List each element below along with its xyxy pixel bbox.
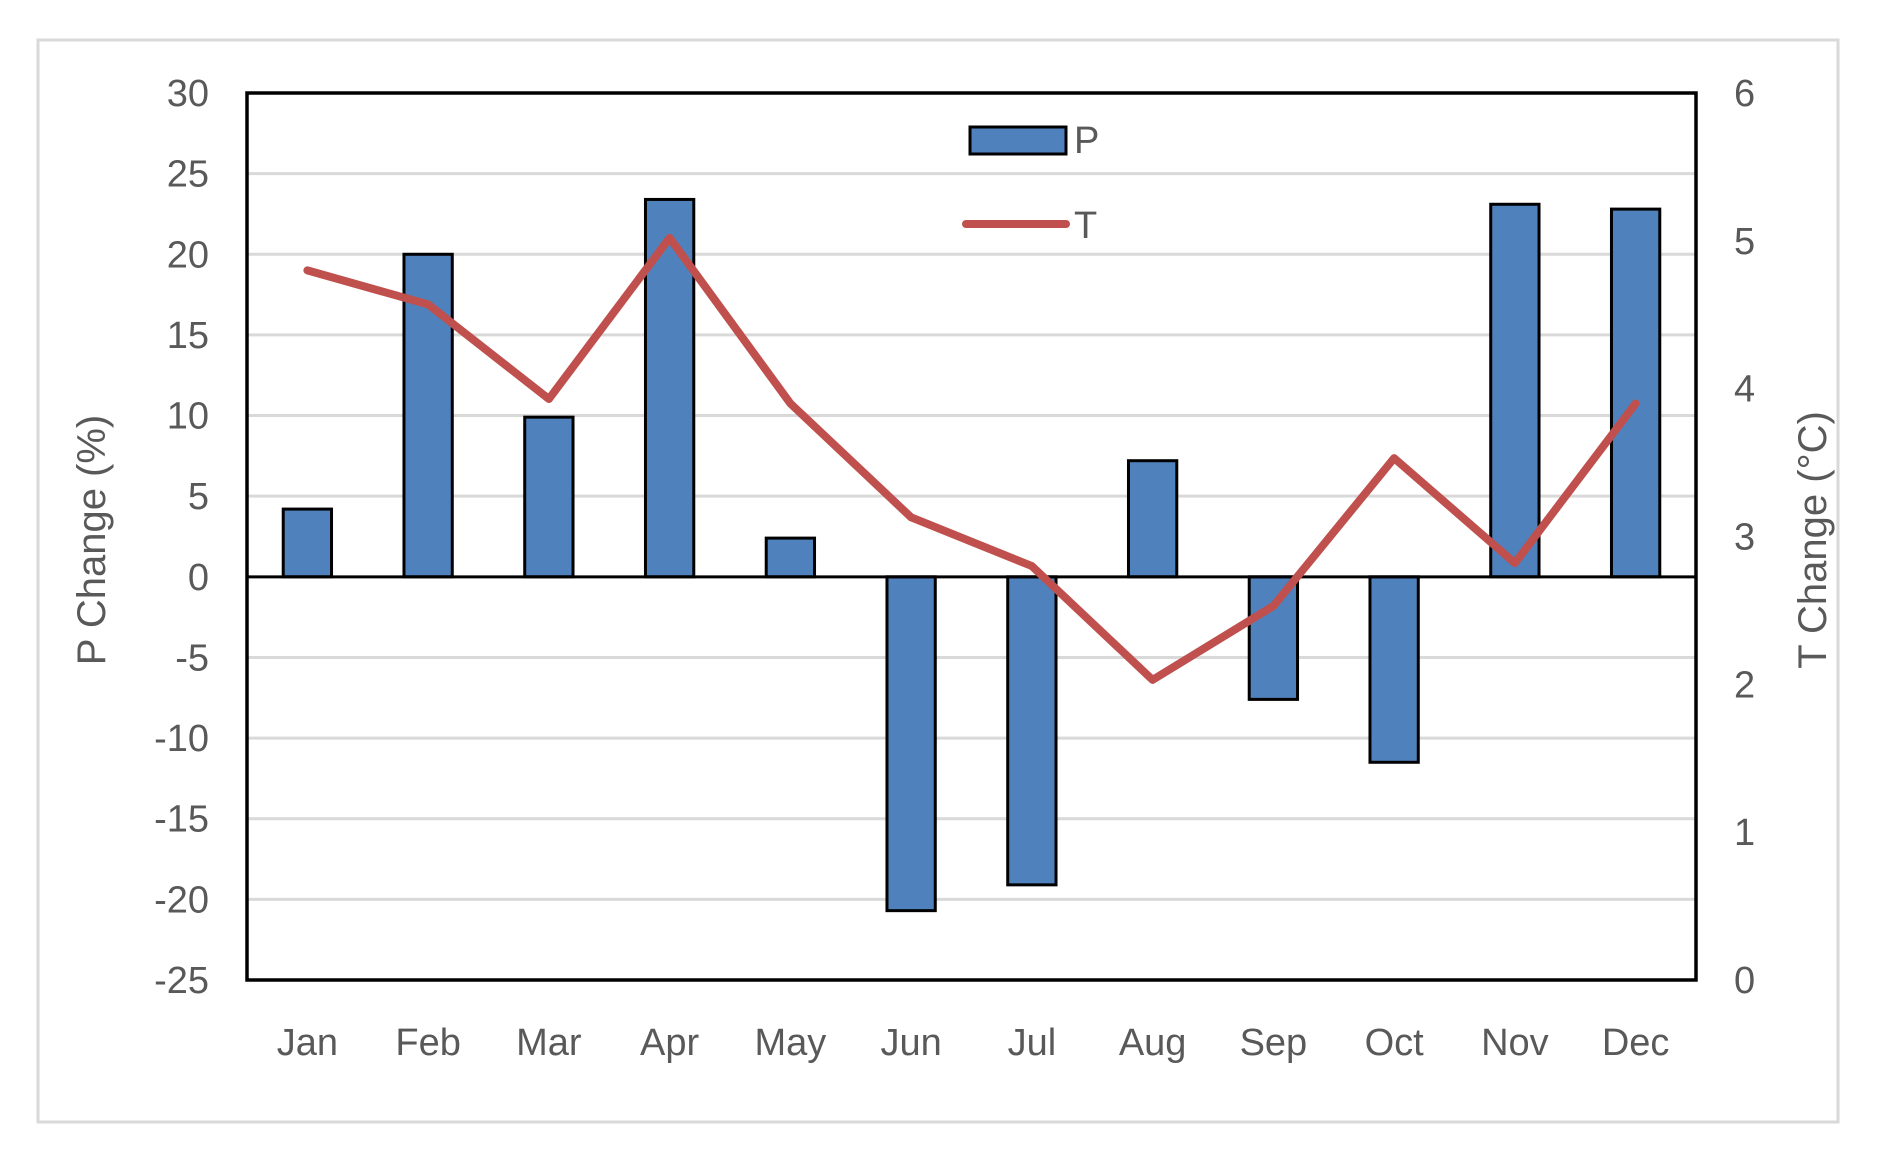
left-tick-label: -25 — [154, 960, 209, 1002]
legend-swatch-p — [970, 127, 1066, 154]
left-tick-label: 30 — [167, 73, 209, 115]
right-tick-label: 2 — [1734, 664, 1755, 706]
x-tick-label: Aug — [1119, 1022, 1187, 1064]
bar-p-sep — [1249, 577, 1297, 700]
x-tick-label: Jan — [277, 1022, 338, 1064]
left-axis-title: P Change (%) — [70, 415, 114, 666]
left-tick-label: -20 — [154, 879, 209, 921]
right-tick-label: 6 — [1734, 73, 1755, 115]
bar-p-nov — [1491, 204, 1539, 577]
right-tick-label: 3 — [1734, 517, 1755, 559]
bar-p-mar — [525, 417, 573, 577]
x-tick-label: Mar — [516, 1022, 582, 1064]
right-tick-label: 4 — [1734, 369, 1755, 411]
x-tick-label: Sep — [1240, 1022, 1308, 1064]
bar-p-oct — [1370, 577, 1418, 762]
left-tick-label: -5 — [175, 637, 209, 679]
x-tick-label: Jun — [880, 1022, 941, 1064]
bar-p-jul — [1008, 577, 1056, 885]
x-tick-label: Apr — [640, 1022, 699, 1064]
x-tick-label: Dec — [1602, 1022, 1670, 1064]
left-tick-label: 0 — [188, 557, 209, 599]
bar-p-dec — [1611, 209, 1659, 577]
x-tick-label: May — [754, 1022, 826, 1064]
right-tick-label: 5 — [1734, 221, 1755, 263]
x-tick-label: Jul — [1008, 1022, 1057, 1064]
x-tick-label: Nov — [1481, 1022, 1549, 1064]
left-tick-label: -15 — [154, 799, 209, 841]
chart-frame — [38, 40, 1838, 1122]
legend-label-t: T — [1074, 205, 1097, 247]
left-tick-label: -10 — [154, 718, 209, 760]
left-tick-label: 20 — [167, 234, 209, 276]
left-tick-label: 5 — [188, 476, 209, 518]
bar-p-jun — [887, 577, 935, 911]
x-tick-label: Oct — [1365, 1022, 1425, 1064]
bar-p-may — [766, 538, 814, 577]
left-tick-label: 10 — [167, 396, 209, 438]
legend-label-p: P — [1074, 120, 1099, 162]
bar-p-aug — [1128, 461, 1176, 577]
left-tick-label: 15 — [167, 315, 209, 357]
left-tick-label: 25 — [167, 154, 209, 196]
right-axis-title: T Change (°C) — [1791, 411, 1835, 669]
x-tick-label: Feb — [395, 1022, 460, 1064]
right-tick-label: 1 — [1734, 812, 1755, 854]
right-tick-label: 0 — [1734, 960, 1755, 1002]
bar-p-jan — [283, 509, 331, 577]
